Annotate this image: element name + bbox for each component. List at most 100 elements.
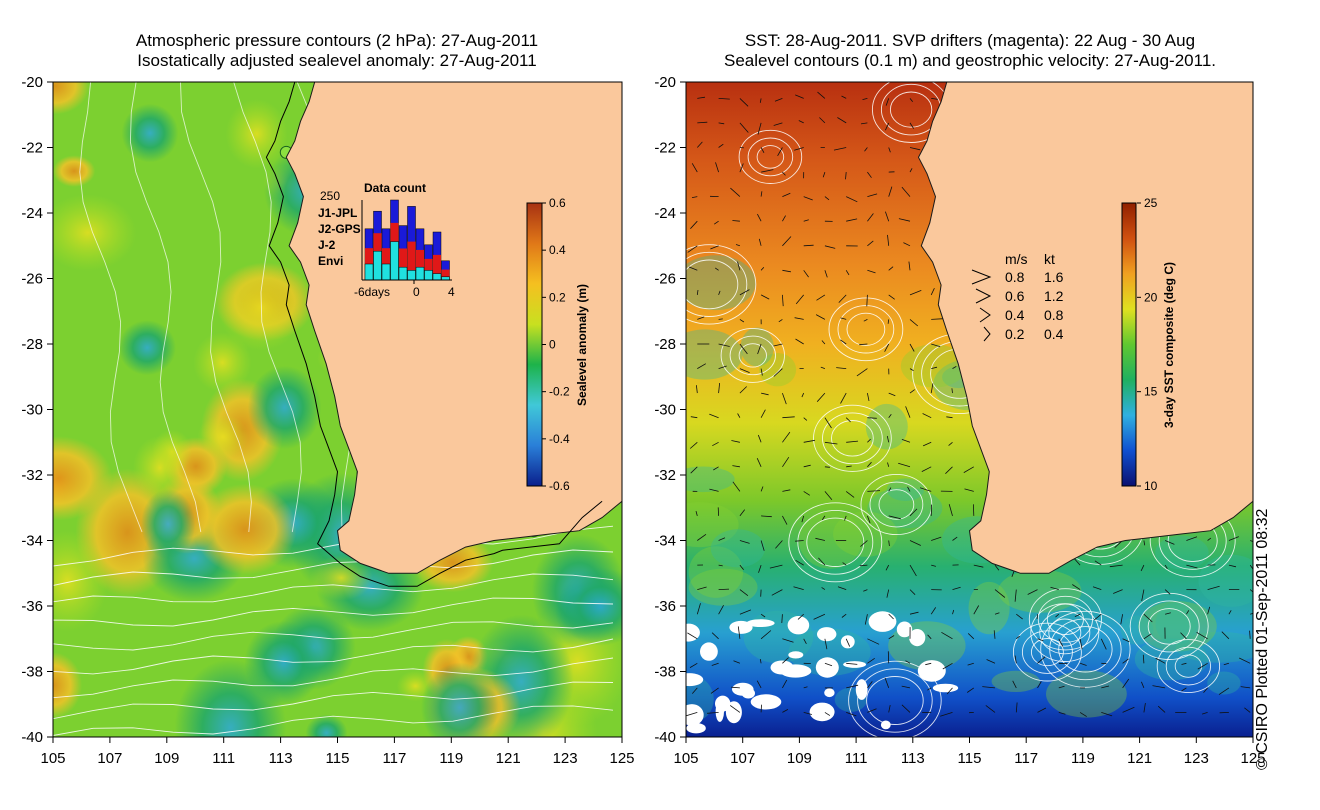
velocity-arrow [885, 211, 890, 222]
pressure-contour [53, 525, 614, 567]
velocity-arrow [846, 662, 858, 665]
velocity-arrow [1122, 638, 1130, 643]
right-y-tick-label: -30 [654, 402, 676, 419]
velocity-arrow [760, 613, 766, 618]
velocity-arrow [1113, 589, 1123, 594]
velocity-arrow [909, 368, 914, 371]
sst-patch [686, 502, 739, 548]
cloud-mask [715, 701, 724, 722]
velocity-arrow [1037, 638, 1044, 642]
right-x-tick-label: 107 [730, 750, 755, 767]
velocity-arrow [1152, 685, 1166, 689]
velocity-arrow [931, 98, 938, 100]
anomaly-eddy [53, 436, 113, 521]
velocity-arrow [695, 510, 698, 517]
velocity-arrow [888, 186, 893, 197]
anomaly-eddy [420, 662, 499, 737]
velocity-arrow [867, 213, 874, 222]
right-colorbar-ticks: 25 20 15 10 [1137, 196, 1158, 493]
left-y-tick-label: -28 [21, 336, 43, 353]
velocity-arrow [773, 343, 783, 347]
velocity-arrow [718, 588, 730, 590]
velocity-arrow [739, 319, 745, 323]
velocity-arrow [718, 605, 724, 615]
left-x-tick-label: 111 [212, 750, 235, 767]
velocity-arrow [760, 630, 772, 640]
velocity-arrow [691, 196, 698, 198]
velocity-arrow [782, 679, 788, 689]
pressure-contour [53, 638, 614, 675]
velocity-arrow [867, 193, 878, 197]
sst-patch [867, 487, 943, 529]
velocity-arrow [1037, 707, 1047, 713]
right-y-tick-label: -28 [654, 336, 676, 353]
sealevel-contour [720, 327, 785, 383]
velocity-legend-header-kt: kt [1044, 251, 1055, 267]
right-y-tick-label: -34 [654, 533, 676, 550]
cloud-mask [686, 704, 704, 726]
velocity-arrow [903, 242, 911, 247]
left-y-tick-label: -40 [21, 729, 43, 746]
velocity-arrow [952, 586, 961, 590]
velocity-arrow [1249, 589, 1253, 593]
sst-patch [968, 581, 1010, 635]
velocity-arrow [863, 589, 868, 592]
velocity-arrow [860, 122, 868, 125]
velocity-arrow [732, 481, 741, 492]
velocity-arrow [803, 686, 808, 689]
velocity-arrow [794, 317, 804, 320]
velocity-arrow [888, 413, 892, 418]
velocity-arrow [690, 220, 698, 229]
velocity-arrow [931, 366, 938, 369]
sealevel-contour [756, 145, 785, 169]
right-map-title: SST: 28-Aug-2011. SVP drifters (magenta)… [655, 31, 1285, 71]
velocity-arrow [846, 440, 859, 443]
inset-bar-j2 [441, 269, 450, 277]
velocity-arrow [844, 515, 847, 521]
velocity-arrow [901, 186, 911, 197]
anomaly-eddy [53, 82, 90, 115]
velocity-arrow [1016, 635, 1020, 640]
velocity-legend-arrow [975, 288, 992, 304]
sst-patch [886, 478, 925, 502]
velocity-scale-legend: m/s kt 0.8 1.6 0.6 1.2 0.4 0.8 0.2 0.4 [971, 251, 1064, 342]
velocity-arrow [782, 236, 792, 247]
sealevel-contour [1174, 654, 1203, 678]
velocity-arrow [967, 662, 974, 666]
velocity-arrow [833, 147, 847, 151]
sealevel-contour [1030, 603, 1100, 662]
velocity-arrow [1164, 589, 1171, 595]
velocity-arrow [837, 117, 847, 124]
velocity-arrow [801, 392, 805, 398]
velocity-arrow [803, 270, 809, 278]
cloud-mask [686, 623, 700, 642]
velocity-arrow [907, 486, 911, 492]
sealevel-contour [1030, 638, 1064, 667]
velocity-arrow [1181, 662, 1187, 665]
colorbar-tick-label: 0.4 [549, 243, 566, 257]
velocity-arrow [824, 245, 836, 249]
velocity-arrow [1016, 613, 1023, 620]
velocity-legend-kt: 0.8 [1044, 307, 1064, 323]
pressure-contour [180, 82, 252, 533]
velocity-arrow [1122, 706, 1135, 713]
velocity-arrow [1249, 630, 1251, 639]
velocity-arrow [867, 708, 877, 713]
velocity-arrow [867, 515, 871, 524]
velocity-arrow [798, 120, 804, 124]
velocity-arrow [845, 491, 855, 498]
sealevel-contour [813, 404, 892, 472]
velocity-arrow [757, 434, 762, 443]
sealevel-contour [828, 297, 904, 362]
cloud-mask [815, 657, 839, 678]
velocity-arrow [1079, 638, 1083, 650]
pressure-contour [53, 621, 614, 651]
left-colorbar: 0.6 0.4 0.2 0 -0.2 -0.4 -0.6 Sealevel anomaly … [526, 196, 589, 493]
velocity-arrow [824, 662, 833, 667]
velocity-arrow [815, 314, 826, 320]
velocity-arrow [739, 509, 746, 517]
left-x-tick-label: 113 [269, 750, 293, 767]
velocity-legend-arrow [971, 269, 992, 285]
velocity-arrow [901, 439, 911, 443]
velocity-arrow [982, 686, 996, 689]
